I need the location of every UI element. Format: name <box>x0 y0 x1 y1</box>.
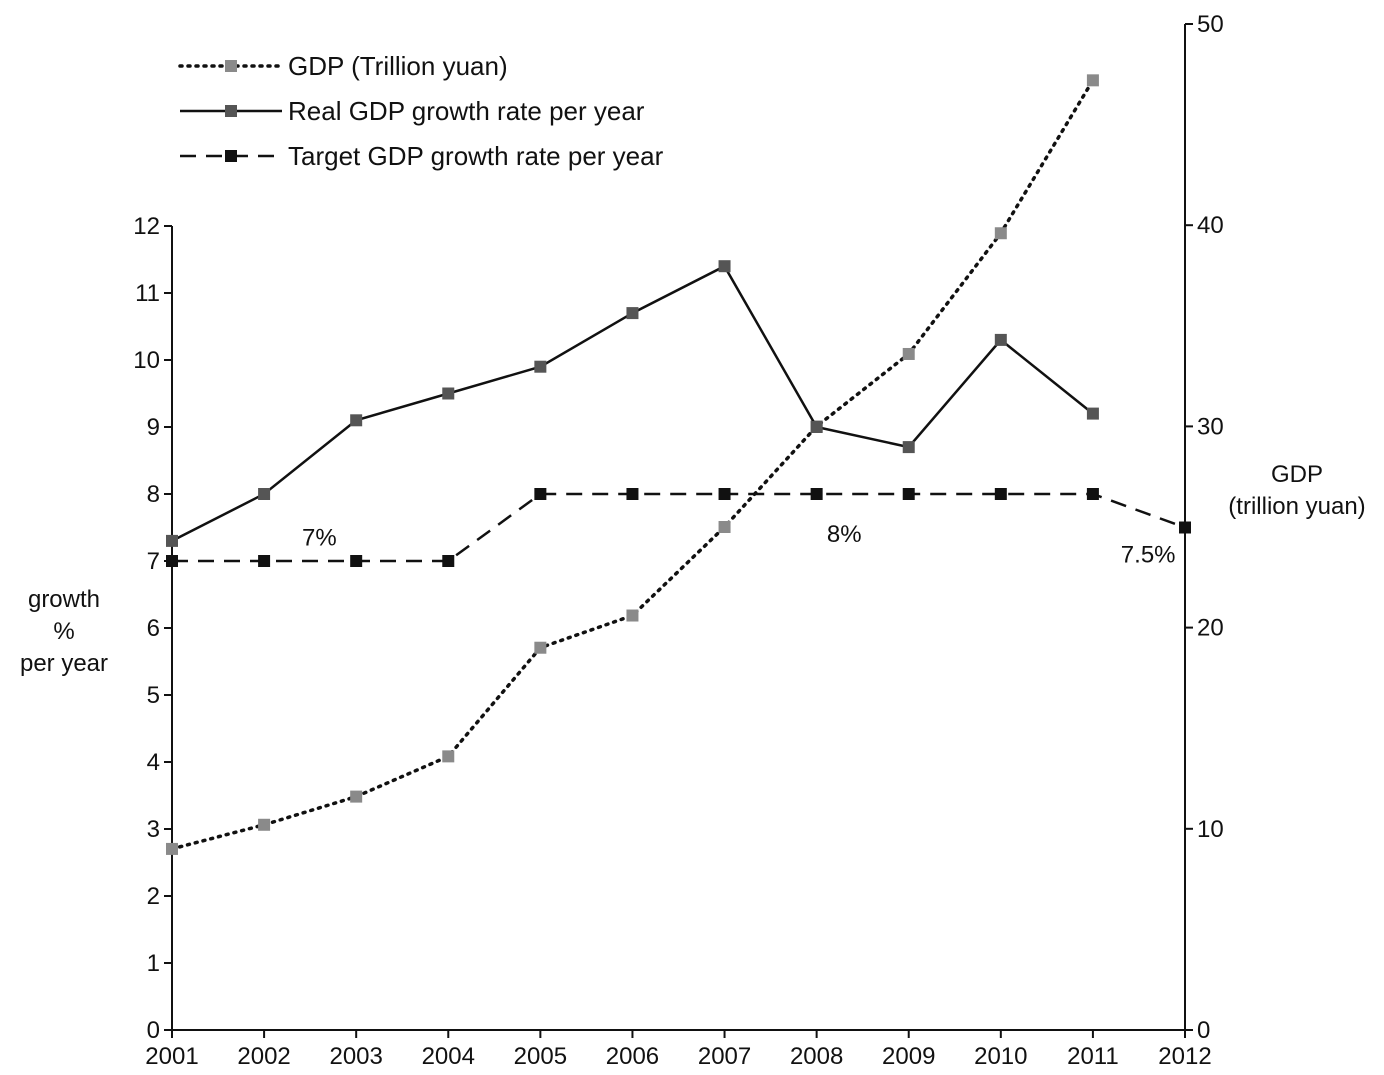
right-tick-label: 10 <box>1197 816 1224 843</box>
series-2-point <box>534 488 547 500</box>
series-2-point <box>1179 521 1191 534</box>
left-tick-label: 10 <box>133 347 160 374</box>
right-tick-label: 40 <box>1197 212 1224 239</box>
series-2-point <box>626 488 639 500</box>
right-tick-label: 50 <box>1197 11 1224 38</box>
series-1-point <box>718 260 731 273</box>
series-1-point <box>258 488 271 500</box>
series-0-point <box>994 227 1007 240</box>
left-tick-label: 0 <box>147 1017 160 1044</box>
left-tick-label: 2 <box>147 883 160 910</box>
series-1-point <box>534 360 547 373</box>
legend-label-2: Target GDP growth rate per year <box>288 141 664 171</box>
right-tick-label: 30 <box>1197 413 1224 440</box>
legend-label-1: Real GDP growth rate per year <box>288 96 645 126</box>
x-tick-label: 2002 <box>237 1043 290 1070</box>
x-tick-label: 2004 <box>422 1043 475 1070</box>
left-axis-title-line: % <box>53 618 74 645</box>
series-line-0 <box>170 78 1095 851</box>
x-tick-label: 2008 <box>790 1043 843 1070</box>
series-1-point <box>442 387 455 400</box>
x-tick-label: 2010 <box>974 1043 1027 1070</box>
x-tick-label: 2003 <box>329 1043 382 1070</box>
target-annotation: 7% <box>302 525 337 552</box>
series-0-point <box>902 347 915 360</box>
series-line-2 <box>172 492 1186 563</box>
series-2-point <box>994 488 1007 500</box>
left-tick-label: 3 <box>147 816 160 843</box>
series-0-point <box>1086 74 1099 87</box>
left-axis-title-line: per year <box>20 650 108 677</box>
series-1-point <box>626 307 639 320</box>
left-tick-label: 8 <box>147 481 160 508</box>
target-annotation: 7.5% <box>1121 541 1176 568</box>
right-axis-title-line: GDP <box>1271 461 1323 488</box>
series-1-point <box>1086 407 1099 420</box>
x-tick-label: 2012 <box>1158 1043 1211 1070</box>
legend-label-0: GDP (Trillion yuan) <box>288 51 508 81</box>
series-2-point <box>350 555 363 567</box>
series-2-point <box>258 555 271 567</box>
right-tick-label: 0 <box>1197 1017 1210 1044</box>
left-tick-label: 12 <box>133 213 160 240</box>
left-tick-label: 5 <box>147 682 160 709</box>
series-0-point <box>258 818 271 831</box>
right-axis-title-line: (trillion yuan) <box>1228 493 1365 520</box>
left-tick-label: 9 <box>147 414 160 441</box>
series-2-point <box>718 488 731 500</box>
series-1-point <box>902 441 915 454</box>
x-tick-label: 2006 <box>606 1043 659 1070</box>
left-tick-label: 4 <box>147 749 160 776</box>
series-1-point <box>994 333 1007 346</box>
legend: GDP (Trillion yuan) Real GDP growth rate … <box>178 51 664 171</box>
right-tick-label: 20 <box>1197 615 1224 642</box>
series-2-point <box>810 488 823 500</box>
series-2-point <box>1086 488 1099 500</box>
series-2-point <box>442 555 455 567</box>
x-tick-label: 2001 <box>145 1043 198 1070</box>
series-layer <box>166 74 1191 855</box>
left-tick-label: 7 <box>147 548 160 575</box>
series-1-point <box>810 421 823 433</box>
series-1-point <box>350 414 363 427</box>
series-0-point <box>166 842 178 855</box>
series-2-point <box>166 555 178 567</box>
series-1-point <box>166 534 178 547</box>
x-tick-label: 2005 <box>514 1043 567 1070</box>
x-tick-label: 2011 <box>1067 1043 1119 1070</box>
left-tick-label: 11 <box>135 280 160 307</box>
annotations-layer: 7% 8% 7.5% <box>302 521 1176 568</box>
x-tick-label: 2007 <box>698 1043 751 1070</box>
series-0-point <box>442 750 455 763</box>
x-tick-label: 2009 <box>882 1043 935 1070</box>
series-0-point <box>534 641 547 654</box>
series-0-point <box>718 521 731 533</box>
series-2-point <box>902 488 915 500</box>
legend-marker-0 <box>225 60 237 72</box>
legend-marker-2 <box>225 150 237 162</box>
left-axis-title-line: growth <box>28 586 100 613</box>
left-tick-label: 6 <box>147 615 160 642</box>
series-0-point <box>350 790 363 803</box>
legend-marker-1 <box>225 105 237 117</box>
target-annotation: 8% <box>827 521 862 548</box>
series-0-point <box>626 609 639 622</box>
left-tick-label: 1 <box>147 950 160 977</box>
